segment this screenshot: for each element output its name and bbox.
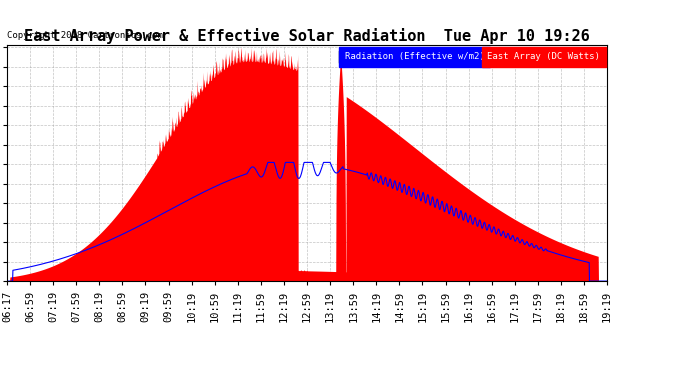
Text: Copyright 2018 Cartronics.com: Copyright 2018 Cartronics.com xyxy=(7,31,163,40)
Title: East Array Power & Effective Solar Radiation  Tue Apr 10 19:26: East Array Power & Effective Solar Radia… xyxy=(24,28,590,44)
Legend: Radiation (Effective w/m2), East Array (DC Watts): Radiation (Effective w/m2), East Array (… xyxy=(339,50,602,64)
